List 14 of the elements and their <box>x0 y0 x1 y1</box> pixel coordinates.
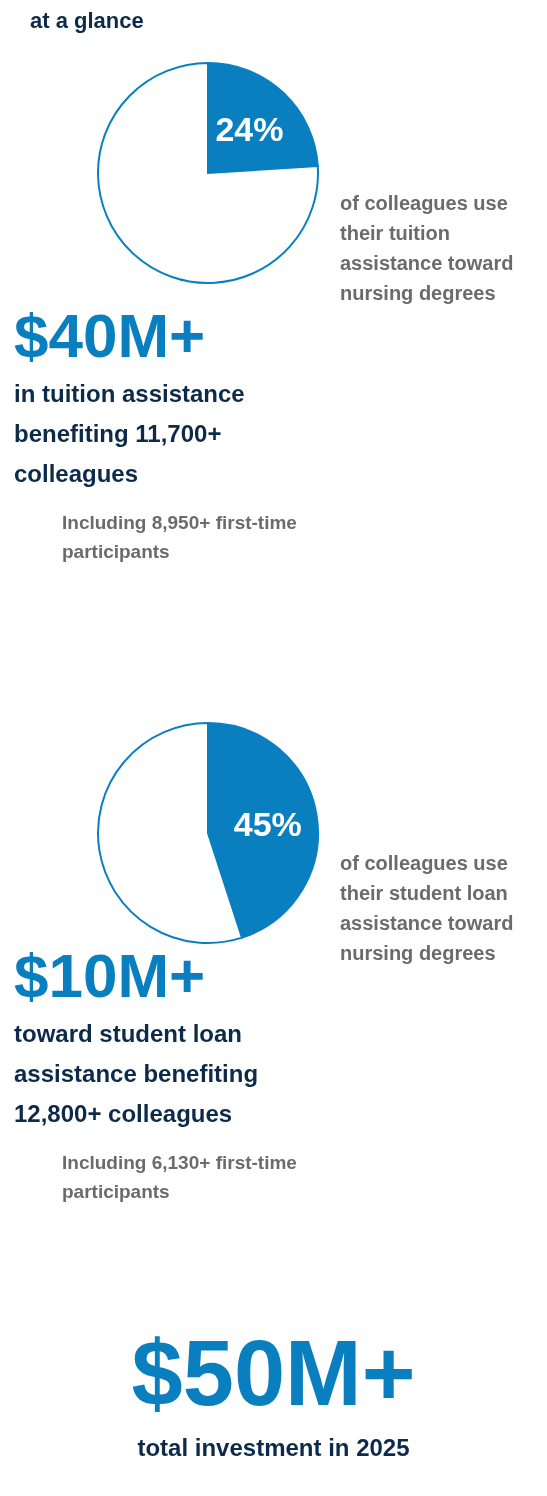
data-label: 45% <box>233 804 302 843</box>
text: toward student loan assistance benefiting 12,800+ colleagues <box>14 1019 260 1129</box>
text: in tuition assistance benefiting 11,700+ colleagues <box>14 379 246 489</box>
text: Including 8,950+ first-time participants <box>62 511 298 564</box>
text: $10M+ <box>14 941 206 1010</box>
data-label: 24% <box>215 109 284 148</box>
pie-slice <box>97 62 319 284</box>
text: $40M+ <box>14 301 206 370</box>
chart-title: at a glance <box>30 8 144 34</box>
text: total investment in 2025 <box>136 1433 411 1463</box>
text: $50M+ <box>130 1321 417 1426</box>
text: of colleagues use their student loan assistance toward nursing degrees <box>340 851 515 966</box>
text: of colleagues use their tuition assistance toward nursing degrees <box>340 191 515 306</box>
text: Including 6,130+ first-time participants <box>62 1151 298 1204</box>
